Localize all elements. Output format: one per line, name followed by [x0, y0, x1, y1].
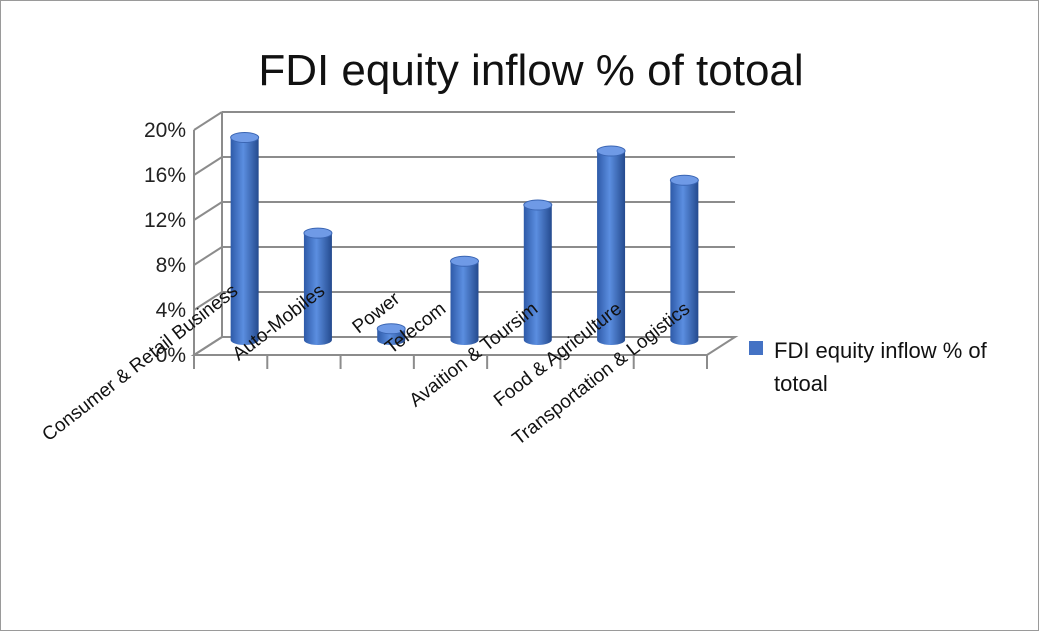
bar-body — [523, 205, 552, 345]
y-tick-label: 4% — [156, 299, 186, 322]
legend-label-line-2: totoal — [774, 371, 828, 396]
y-tick-label: 0% — [156, 344, 186, 367]
legend-swatch — [749, 341, 763, 355]
bar-top — [303, 227, 333, 239]
y-tick-label: 16% — [144, 164, 186, 187]
bar — [450, 255, 479, 345]
bar-top — [376, 323, 406, 335]
y-axis-ticks: 0% 4% 8% 12% 16% 20% — [144, 119, 186, 367]
side-wall-gridline — [193, 111, 223, 131]
bar — [376, 323, 406, 345]
legend: FDI equity inflow % of totoal — [749, 338, 988, 396]
y-tick-label: 12% — [144, 209, 186, 232]
chart-title: FDI equity inflow % of totoal — [258, 46, 803, 95]
legend-label-line-1: FDI equity inflow % of — [774, 338, 988, 363]
bar — [596, 145, 626, 345]
side-wall-gridline — [193, 246, 223, 266]
bar-body — [303, 233, 332, 345]
bar-top — [669, 174, 699, 186]
bar — [523, 199, 553, 345]
bar-layer — [230, 132, 699, 345]
bar-body — [597, 151, 626, 345]
side-wall-gridline — [193, 291, 223, 311]
bar — [303, 227, 333, 345]
bar-top — [523, 199, 553, 211]
bar-top — [596, 145, 626, 157]
bar-body — [670, 180, 699, 345]
bar-body — [230, 137, 259, 345]
bar — [669, 174, 699, 345]
y-tick-label: 20% — [144, 119, 186, 142]
floor — [190, 336, 739, 356]
side-wall-gridline — [193, 201, 223, 221]
bar-top — [450, 255, 479, 267]
y-tick-label: 8% — [156, 254, 186, 277]
side-wall-gridline — [193, 156, 223, 176]
bar — [230, 132, 260, 345]
bar-body — [450, 261, 479, 345]
x-category-label: Consumer & Retail Business — [39, 280, 242, 445]
bar-top — [230, 132, 260, 143]
